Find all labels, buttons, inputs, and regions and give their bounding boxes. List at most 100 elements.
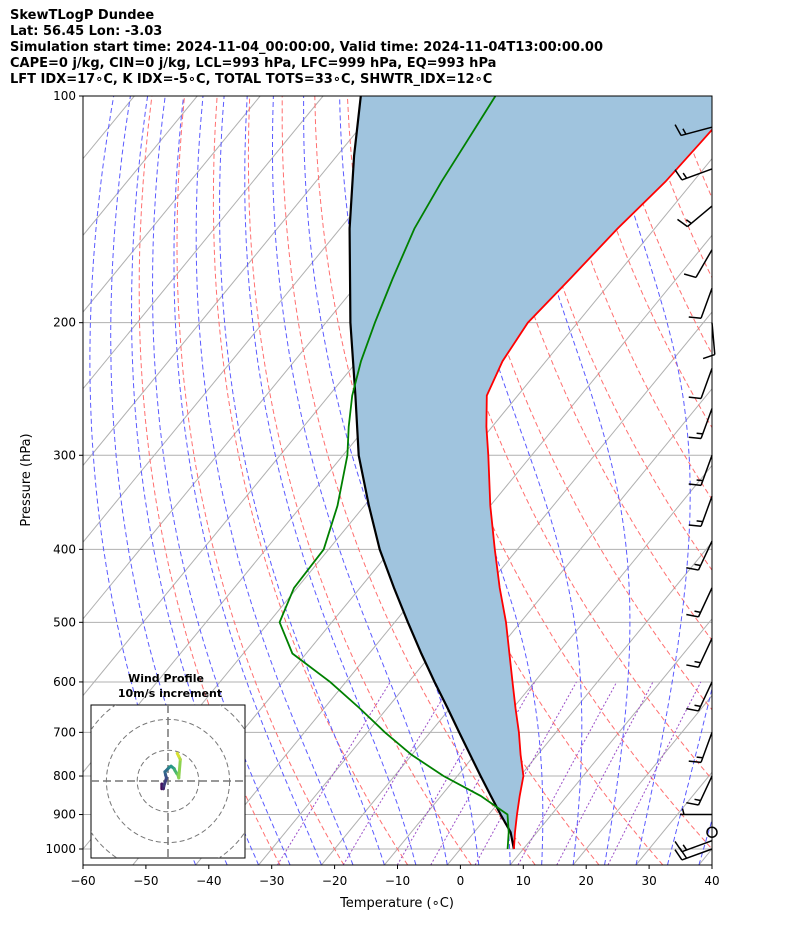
hodograph-segment [175, 751, 181, 758]
wind-barb [677, 205, 713, 228]
isotherm-line [635, 771, 712, 865]
barb-flag [688, 760, 702, 764]
wind-barbs [674, 124, 718, 861]
x-tick-label: 10 [516, 874, 531, 888]
mixing-ratio-line [277, 681, 391, 865]
barb-half-flag [682, 128, 687, 135]
barb-staff [700, 408, 713, 439]
hodograph-subtitle: 10m/s increment [118, 687, 222, 700]
barb-flag [674, 124, 682, 136]
barb-half-flag [696, 520, 703, 523]
barb-flag [688, 483, 702, 487]
dry-adiabat [379, 96, 712, 850]
wind-barb [686, 681, 713, 712]
barb-staff [711, 322, 716, 355]
x-tick-label: −40 [196, 874, 221, 888]
profiles [278, 96, 712, 850]
barb-staff [697, 681, 713, 712]
moist-adiabat [667, 686, 712, 865]
isotherm-line [83, 96, 261, 313]
y-tick-label: 500 [53, 615, 76, 629]
isotherm-line [698, 848, 712, 865]
dry-adiabat [640, 96, 712, 279]
mixing-ratio-line [517, 681, 618, 865]
wind-barb [683, 249, 713, 279]
cape-area [349, 96, 712, 849]
moist-adiabat [437, 96, 583, 865]
isotherm-line [83, 96, 450, 543]
x-tick-label: 30 [641, 874, 656, 888]
x-tick-label: −20 [322, 874, 347, 888]
y-tick-label: 400 [53, 542, 76, 556]
barb-half-flag [682, 172, 688, 179]
barb-staff [697, 540, 713, 571]
wind-barb [688, 408, 713, 440]
cape-line: CAPE=0 j/kg, CIN=0 j/kg, LCL=993 hPa, LF… [10, 56, 497, 71]
barb-half-flag [694, 798, 701, 802]
wind-barb [702, 322, 716, 360]
wind-barb [688, 368, 713, 400]
isotherm-line [572, 694, 712, 865]
time-line: Simulation start time: 2024-11-04_00:00:… [10, 40, 603, 55]
barb-flag [683, 273, 697, 279]
y-tick-label: 700 [53, 725, 76, 739]
dry-adiabat [575, 96, 712, 429]
barb-staff [697, 775, 713, 806]
hodograph-title: Wind Profile [128, 672, 204, 685]
isotherm-line [0, 96, 71, 865]
barb-staff [700, 495, 713, 527]
barb-half-flag [685, 219, 692, 224]
barb-staff [700, 455, 713, 486]
moist-adiabat [244, 96, 417, 865]
barb-staff [697, 587, 713, 618]
barb-staff [681, 168, 713, 181]
dry-adiabat [771, 96, 794, 865]
barb-flag [688, 436, 702, 440]
x-tick-label: 20 [579, 874, 594, 888]
barb-half-flag [694, 660, 701, 664]
x-tick-label: −30 [259, 874, 284, 888]
barb-staff [700, 732, 713, 763]
wind-barb [674, 840, 713, 853]
barb-flag [688, 316, 702, 320]
moist-adiabat [272, 96, 448, 865]
y-axis-label: Pressure (hPa) [19, 433, 34, 526]
dry-adiabat [477, 96, 712, 642]
barb-staff [687, 205, 713, 228]
dry-adiabat [138, 96, 281, 865]
barb-half-flag [694, 610, 701, 614]
isotherm-line [83, 96, 324, 390]
y-tick-label: 300 [53, 448, 76, 462]
y-tick-label: 200 [53, 316, 76, 330]
temperature-line [485, 128, 712, 850]
barb-staff [681, 840, 713, 853]
wind-barb [688, 495, 713, 528]
barb-half-flag [696, 432, 703, 435]
barb-flag [702, 353, 716, 360]
barb-half-flag [696, 479, 703, 482]
barb-half-flag [682, 844, 688, 851]
barb-flag [674, 849, 683, 861]
dry-adiabat [672, 96, 712, 200]
mixing-ratio-line [556, 681, 654, 865]
wind-barb [674, 168, 713, 181]
barb-flag [677, 218, 688, 228]
barb-staff [695, 249, 713, 278]
y-tick-label: 900 [53, 808, 76, 822]
parcel-line [348, 96, 515, 850]
barb-staff [700, 287, 713, 319]
x-tick-label: 0 [457, 874, 465, 888]
hodograph-segment [177, 757, 182, 780]
isotherm-line [509, 618, 712, 865]
moist-adiabat [195, 96, 354, 865]
dry-adiabat [705, 96, 712, 115]
dry-adiabat [247, 96, 472, 865]
barb-flag [674, 169, 683, 181]
wind-barb [680, 808, 712, 816]
chart-header: SkewTLogP Dundee Lat: 56.45 Lon: -3.03 S… [10, 8, 603, 88]
chart-title: SkewTLogP Dundee [10, 8, 155, 23]
barb-flag [688, 524, 702, 528]
wind-barb [686, 637, 713, 669]
x-axis-label: Temperature (∘C) [339, 896, 454, 911]
barb-flag [688, 396, 702, 400]
